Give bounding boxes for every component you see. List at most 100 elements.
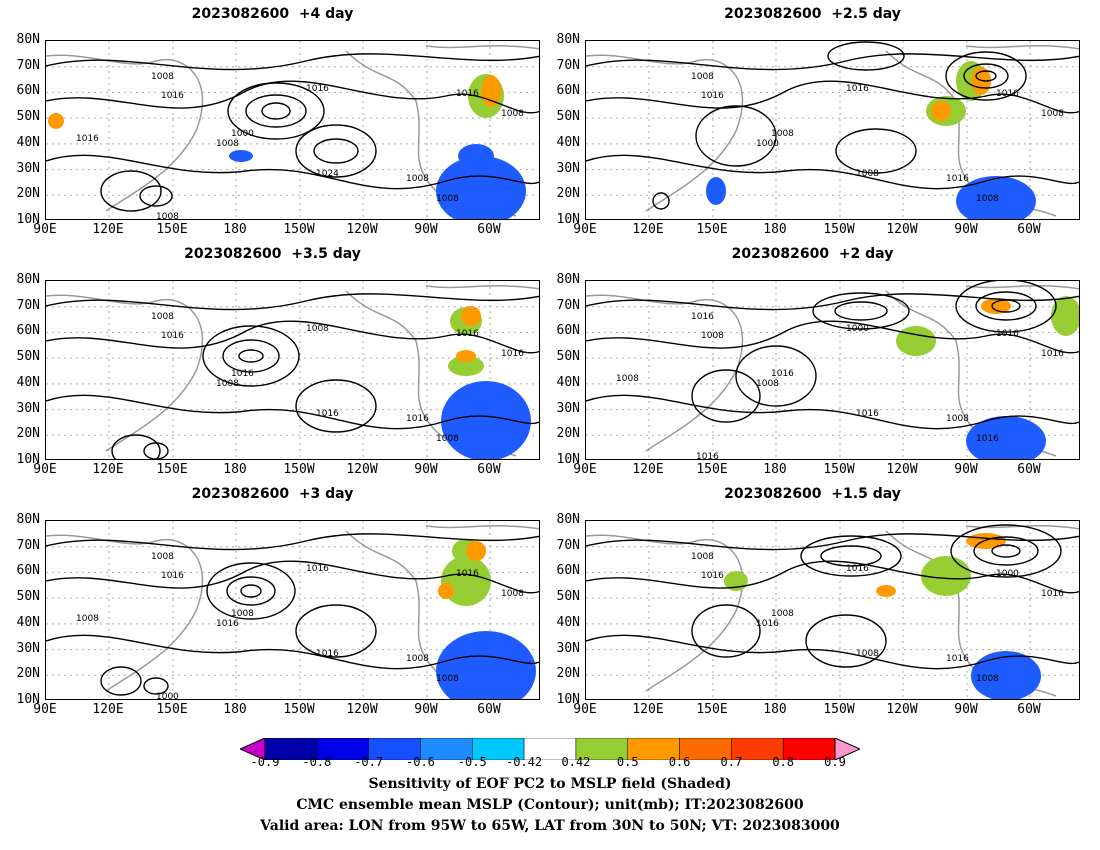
lon-tick-label: 120W	[346, 462, 378, 477]
pressure-contour	[261, 102, 291, 120]
map-panel-2: 2023082600 +2.5 day 80N 70N 60N 50N 40N 30N 20N…	[540, 0, 1085, 240]
pressure-contour	[586, 154, 1079, 190]
lon-tick-label: 60W	[477, 702, 501, 717]
map-plot: 1008 1016 1008 1000 1016 1008 1016 1016 1008 1008	[585, 40, 1080, 220]
lon-tick-label: 120E	[632, 462, 664, 477]
contour-label: 1016	[691, 312, 714, 322]
lat-tick-label: 50N	[556, 589, 580, 605]
lat-tick-label: 40N	[556, 134, 580, 150]
contour-label: 1008	[406, 174, 429, 184]
lat-tick-label: 20N	[16, 186, 40, 202]
pressure-contour	[295, 124, 377, 178]
positive-sensitivity-shading	[48, 113, 64, 129]
pressure-contour	[834, 301, 888, 321]
pressure-contour	[227, 82, 325, 140]
pressure-contour	[835, 128, 917, 174]
pressure-contour	[800, 535, 902, 577]
pressure-contour	[586, 533, 1079, 551]
pressure-contour	[202, 325, 300, 387]
contour-label: 1016	[846, 84, 869, 94]
pressure-contour	[226, 576, 276, 606]
contour-label: 1008	[406, 654, 429, 664]
lon-tick-label: 120E	[92, 222, 124, 237]
lat-tick-label: 30N	[556, 160, 580, 176]
pressure-contour	[46, 80, 539, 114]
pressure-contour	[240, 584, 262, 598]
pressure-contour	[963, 63, 1009, 89]
contour-label: 1008	[946, 414, 969, 424]
contour-label: 1008	[151, 312, 174, 322]
positive-sensitivity-shading	[481, 75, 501, 107]
lat-tick-label: 70N	[556, 297, 580, 313]
lat-tick-label: 60N	[556, 323, 580, 339]
lat-tick-label: 20N	[556, 666, 580, 682]
contour-label: 1016	[996, 329, 1019, 339]
contour-label: 1008	[151, 72, 174, 82]
lon-tick-label: 120E	[632, 222, 664, 237]
negative-sensitivity-shading	[458, 144, 494, 168]
contour-label: 1008	[691, 72, 714, 82]
lon-tick-label: 150E	[696, 222, 728, 237]
lon-tick-label: 90E	[573, 462, 597, 477]
pressure-contour	[139, 185, 173, 207]
pressure-contour	[586, 320, 1079, 354]
contour-label: 1000	[996, 569, 1019, 579]
lat-tick-label: 20N	[16, 426, 40, 442]
map-panel-1: 2023082600 +4 day 80N 70N 60N 50N 40N 30N 20N 10…	[0, 0, 545, 240]
map-panel-4: 2023082600 +2 day 80N 70N 60N 50N 40N 30N 20N 10…	[540, 240, 1085, 480]
colorbar-tick-label: 0.8	[772, 755, 795, 769]
lat-tick-label: 10N	[16, 692, 40, 707]
contour-label: 1000	[156, 692, 179, 700]
negative-sensitivity-shading	[966, 416, 1046, 459]
pressure-contour	[143, 442, 169, 459]
lat-tick-label: 40N	[16, 134, 40, 150]
contour-label: 1024	[316, 169, 339, 179]
lon-tick-label: 90E	[33, 222, 57, 237]
panel-title: 2023082600 +2 day	[731, 246, 894, 262]
lon-tick-label: 120W	[346, 702, 378, 717]
panel-title: 2023082600 +3 day	[191, 486, 354, 502]
contour-label: 1008	[771, 609, 794, 619]
lon-tick-label: 150E	[156, 702, 188, 717]
colorbar-tick-label: 0.9	[824, 755, 846, 769]
contour-label: 1016	[501, 349, 524, 359]
pressure-contour	[812, 292, 910, 330]
contour-label: 1016	[946, 174, 969, 184]
lon-tick-label: 60W	[1017, 222, 1041, 237]
lon-tick-label: 120W	[346, 222, 378, 237]
lon-tick-label: 60W	[1017, 462, 1041, 477]
lat-tick-label: 50N	[16, 589, 40, 605]
pressure-contour	[100, 666, 142, 696]
pressure-contour	[955, 281, 1057, 333]
positive-sensitivity-shading	[466, 541, 486, 561]
lon-tick-label: 180	[223, 222, 247, 237]
lat-tick-label: 40N	[556, 374, 580, 390]
negative-sensitivity-shading	[436, 631, 536, 699]
lon-tick-label: 90E	[33, 702, 57, 717]
lon-tick-label: 60W	[1017, 702, 1041, 717]
colorbar	[240, 738, 860, 760]
contour-label: 1008	[436, 194, 459, 204]
lat-tick-label: 10N	[556, 212, 580, 227]
lon-tick-label: 150W	[283, 702, 315, 717]
negative-sensitivity-shading	[441, 381, 531, 459]
pressure-contour	[945, 51, 1027, 101]
lat-tick-label: 30N	[556, 640, 580, 656]
positive-sensitivity-shading	[448, 356, 484, 376]
contour-label: 1008	[701, 331, 724, 341]
map-panel-5: 2023082600 +3 day 80N 70N 60N 50N 40N 30N 20N 10…	[0, 480, 545, 720]
colorbar-tick-label: -0.7	[354, 755, 384, 769]
positive-sensitivity-shading	[981, 298, 1011, 314]
lat-tick-label: 80N	[16, 272, 40, 287]
map-panel-6: 2023082600 +1.5 day 80N 70N 60N 50N 40N 30N 20N…	[540, 480, 1085, 720]
lon-tick-label: 90W	[954, 462, 978, 477]
pressure-contour	[586, 53, 1079, 71]
lon-tick-label: 180	[763, 702, 787, 717]
lon-tick-label: 150W	[283, 462, 315, 477]
contour-label: 1008	[501, 589, 524, 599]
contour-label: 1016	[216, 619, 239, 629]
caption-line-2: CMC ensemble mean MSLP (Contour); unit(m…	[296, 797, 804, 813]
lon-tick-label: 120W	[886, 222, 918, 237]
contour-label: 1016	[771, 369, 794, 379]
